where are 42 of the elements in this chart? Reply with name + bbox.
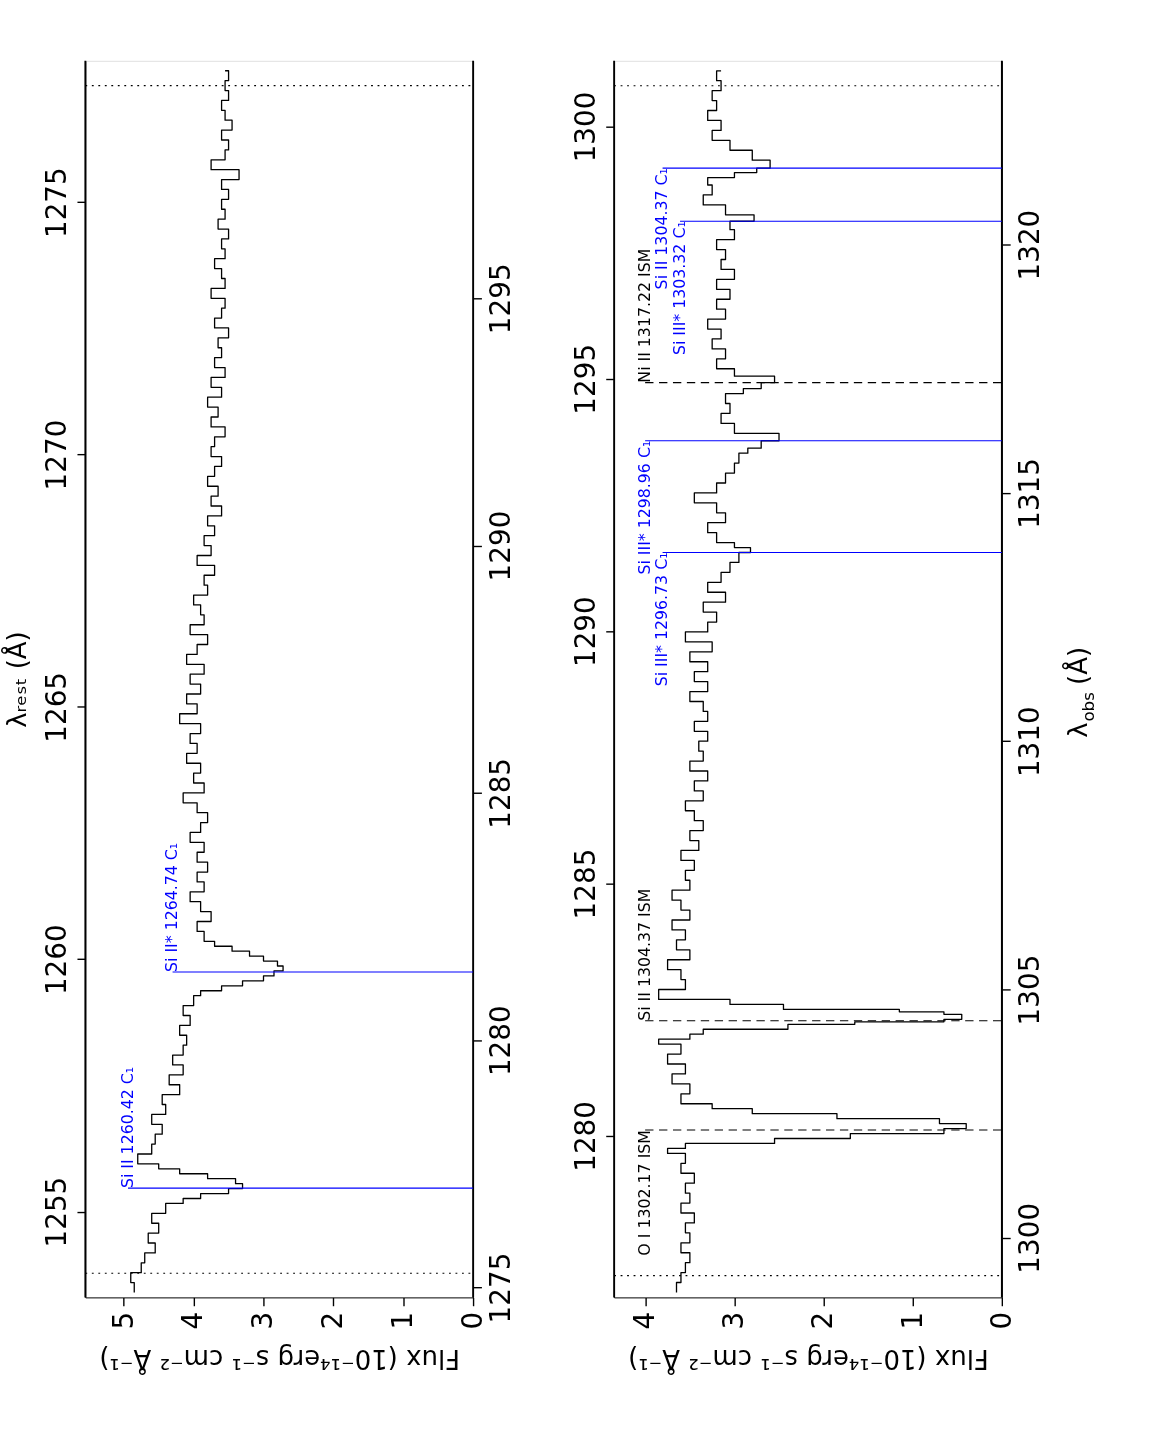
ref-line-label: Si III* 1296.73 C₁ <box>652 552 672 687</box>
y-tick-label: 1300 <box>569 91 603 163</box>
y-tick-label: 1285 <box>569 848 603 920</box>
ref-line-label: Si III* 1298.96 C₁ <box>634 440 654 575</box>
y2-tick-label: 1315 <box>1012 457 1046 529</box>
x-tick-label: 3 <box>246 1311 280 1330</box>
ref-line-label: O I 1302.17 ISM <box>634 1130 654 1256</box>
y-tick-label: 1255 <box>40 1176 74 1248</box>
x-tick-label: 1 <box>386 1311 420 1330</box>
ref-line-label: Ni II 1317.22 ISM <box>634 248 654 383</box>
x-axis-title: Flux (10⁻¹⁴erg s⁻¹ cm⁻² Å⁻¹) <box>99 1343 461 1375</box>
x-tick-label: 0 <box>984 1311 1018 1330</box>
y2-tick-label: 1320 <box>1012 209 1046 281</box>
y-tick-label: 1265 <box>40 671 74 743</box>
y-tick-label: 1280 <box>569 1100 603 1172</box>
y-tick-label: 1270 <box>40 419 74 491</box>
ref-line-label: Si II 1304.37 ISM <box>634 888 654 1021</box>
y-tick-label: 1260 <box>40 924 74 996</box>
y2-tick-label: 1305 <box>1012 954 1046 1026</box>
y2-tick-label: 1310 <box>1012 706 1046 778</box>
y2-tick-label: 1295 <box>483 263 517 335</box>
x-tick-label: 5 <box>106 1311 140 1330</box>
ref-line-label: Si II* 1264.74 C₁ <box>162 842 182 972</box>
y2-axis-title: λobs (Å) <box>1062 646 1098 738</box>
y-axis-title: λᵣₑₛₜ (Å) <box>0 631 32 728</box>
x-tick-label: 1 <box>895 1311 929 1330</box>
x-tick-label: 2 <box>806 1311 840 1330</box>
y-tick-label: 1290 <box>569 596 603 668</box>
x-tick-label: 2 <box>316 1311 350 1330</box>
y2-tick-label: 1300 <box>1012 1202 1046 1274</box>
ref-line-label: Si II 1304.37 C₁ <box>652 168 672 290</box>
y2-tick-label: 1285 <box>483 757 517 829</box>
x-tick-label: 4 <box>628 1311 662 1330</box>
y2-tick-label: 1290 <box>483 510 517 582</box>
ref-line-label: Si II 1260.42 C₁ <box>117 1066 137 1189</box>
x-tick-label: 4 <box>176 1311 210 1330</box>
x-axis-title: Flux (10⁻¹⁴erg s⁻¹ cm⁻² Å⁻¹) <box>628 1343 989 1375</box>
y-tick-label: 1275 <box>40 167 74 239</box>
x-tick-label: 3 <box>717 1311 751 1330</box>
y2-tick-label: 1280 <box>483 1005 517 1077</box>
ref-line-label: Si III* 1303.32 C₁ <box>669 221 689 356</box>
y-tick-label: 1295 <box>569 343 603 415</box>
